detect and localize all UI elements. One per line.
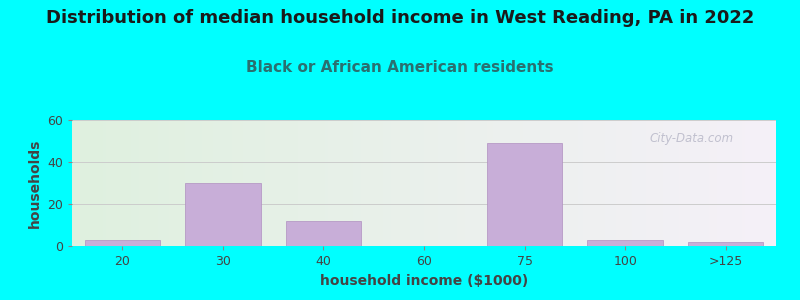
Text: City-Data.com: City-Data.com (650, 132, 734, 146)
X-axis label: household income ($1000): household income ($1000) (320, 274, 528, 288)
Text: Distribution of median household income in West Reading, PA in 2022: Distribution of median household income … (46, 9, 754, 27)
Y-axis label: households: households (27, 138, 42, 228)
Bar (85, 240, 160, 246)
Bar (487, 143, 562, 246)
Text: Black or African American residents: Black or African American residents (246, 60, 554, 75)
Bar (286, 221, 361, 246)
Bar (185, 183, 261, 246)
Bar (587, 240, 663, 246)
Bar (688, 242, 763, 246)
